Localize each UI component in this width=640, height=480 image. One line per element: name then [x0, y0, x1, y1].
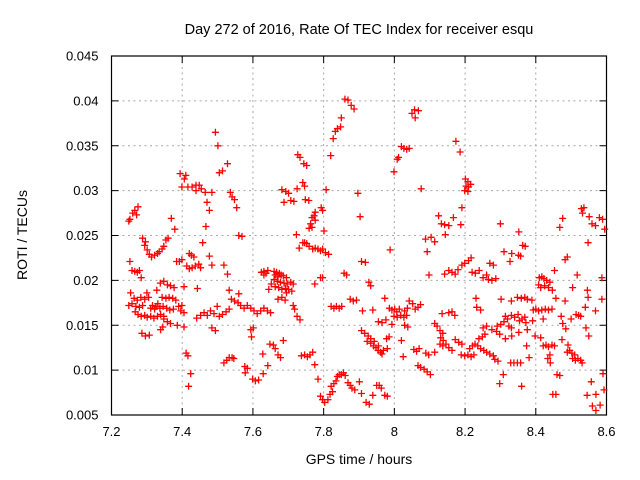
y-axis-label: ROTI / TECUs — [14, 190, 30, 280]
x-tick-label: 7.4 — [173, 424, 191, 439]
data-points — [125, 95, 609, 414]
x-tick-label: 8.4 — [527, 424, 545, 439]
x-axis-label: GPS time / hours — [306, 451, 413, 467]
x-tick-label: 8 — [391, 424, 398, 439]
chart-title: Day 272 of 2016, Rate Of TEC Index for r… — [185, 22, 534, 38]
y-tick-label: 0.015 — [66, 318, 99, 333]
tick-labels: 7.2 7.4 7.6 7.8 8 8.2 8.4 8.6 0.005 0.01 0.015 0.02… — [66, 49, 616, 440]
y-tick-label: 0.005 — [66, 408, 99, 423]
x-tick-label: 7.8 — [315, 424, 333, 439]
scatter-marker-path — [125, 95, 609, 414]
grid-lines — [111, 56, 607, 415]
x-tick-label: 7.6 — [244, 424, 262, 439]
y-tick-label: 0.02 — [73, 273, 98, 288]
y-tick-label: 0.01 — [73, 363, 98, 378]
y-tick-label: 0.03 — [73, 183, 98, 198]
y-tick-label: 0.04 — [73, 93, 98, 108]
plot-border — [110, 55, 608, 416]
x-tick-label: 7.2 — [102, 424, 120, 439]
y-tick-label: 0.035 — [66, 138, 99, 153]
x-tick-label: 8.6 — [597, 424, 615, 439]
x-tick-label: 8.2 — [456, 424, 474, 439]
y-tick-label: 0.025 — [66, 228, 99, 243]
y-tick-label: 0.045 — [66, 49, 99, 64]
